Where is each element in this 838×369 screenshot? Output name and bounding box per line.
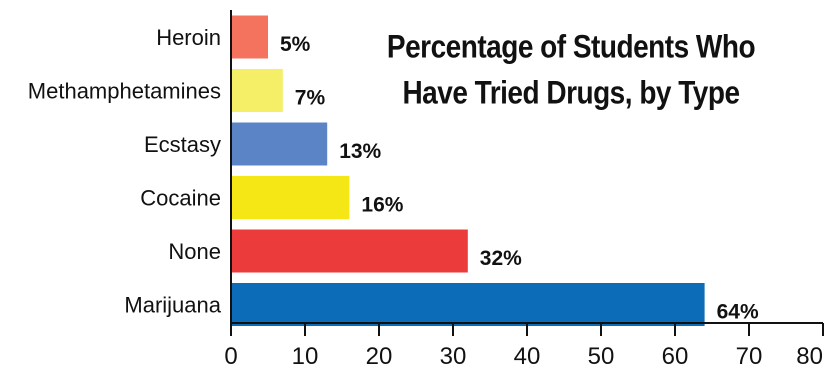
category-label-methamphetamines: Methamphetamines xyxy=(28,79,221,104)
x-tick-label-80: 80 xyxy=(796,343,823,369)
x-tick-label-70: 70 xyxy=(736,343,763,369)
bar-cocaine xyxy=(231,176,350,219)
bar-ecstasy xyxy=(231,122,328,166)
value-label-none: 32% xyxy=(480,247,522,270)
chart-title: Percentage of Students Who Have Tried Dr… xyxy=(345,24,797,116)
bar-none xyxy=(231,229,468,273)
x-tick-label-30: 30 xyxy=(440,343,467,369)
x-tick-label-0: 0 xyxy=(224,343,237,369)
x-tick-label-20: 20 xyxy=(366,343,393,369)
category-label-ecstasy: Ecstasy xyxy=(144,132,221,157)
x-tick-label-40: 40 xyxy=(514,343,541,369)
value-label-ecstasy: 13% xyxy=(339,140,381,163)
category-label-none: None xyxy=(168,239,221,264)
x-tick-label-50: 50 xyxy=(588,343,615,369)
value-label-heroin: 5% xyxy=(280,33,311,56)
x-tick-label-60: 60 xyxy=(662,343,689,369)
bar-heroin xyxy=(231,15,268,59)
chart-title-line-1: Percentage of Students Who xyxy=(386,28,756,65)
x-tick-label-10: 10 xyxy=(292,343,319,369)
chart-title-line-2: Have Tried Drugs, by Type xyxy=(402,74,740,111)
value-label-cocaine: 16% xyxy=(361,194,403,217)
category-label-cocaine: Cocaine xyxy=(140,186,221,211)
value-label-marijuana: 64% xyxy=(717,301,759,324)
value-label-methamphetamines: 7% xyxy=(295,87,326,110)
category-label-marijuana: Marijuana xyxy=(124,293,221,318)
bar-marijuana xyxy=(231,283,705,326)
bar-methamphetamines xyxy=(231,69,283,112)
category-label-heroin: Heroin xyxy=(156,25,221,50)
